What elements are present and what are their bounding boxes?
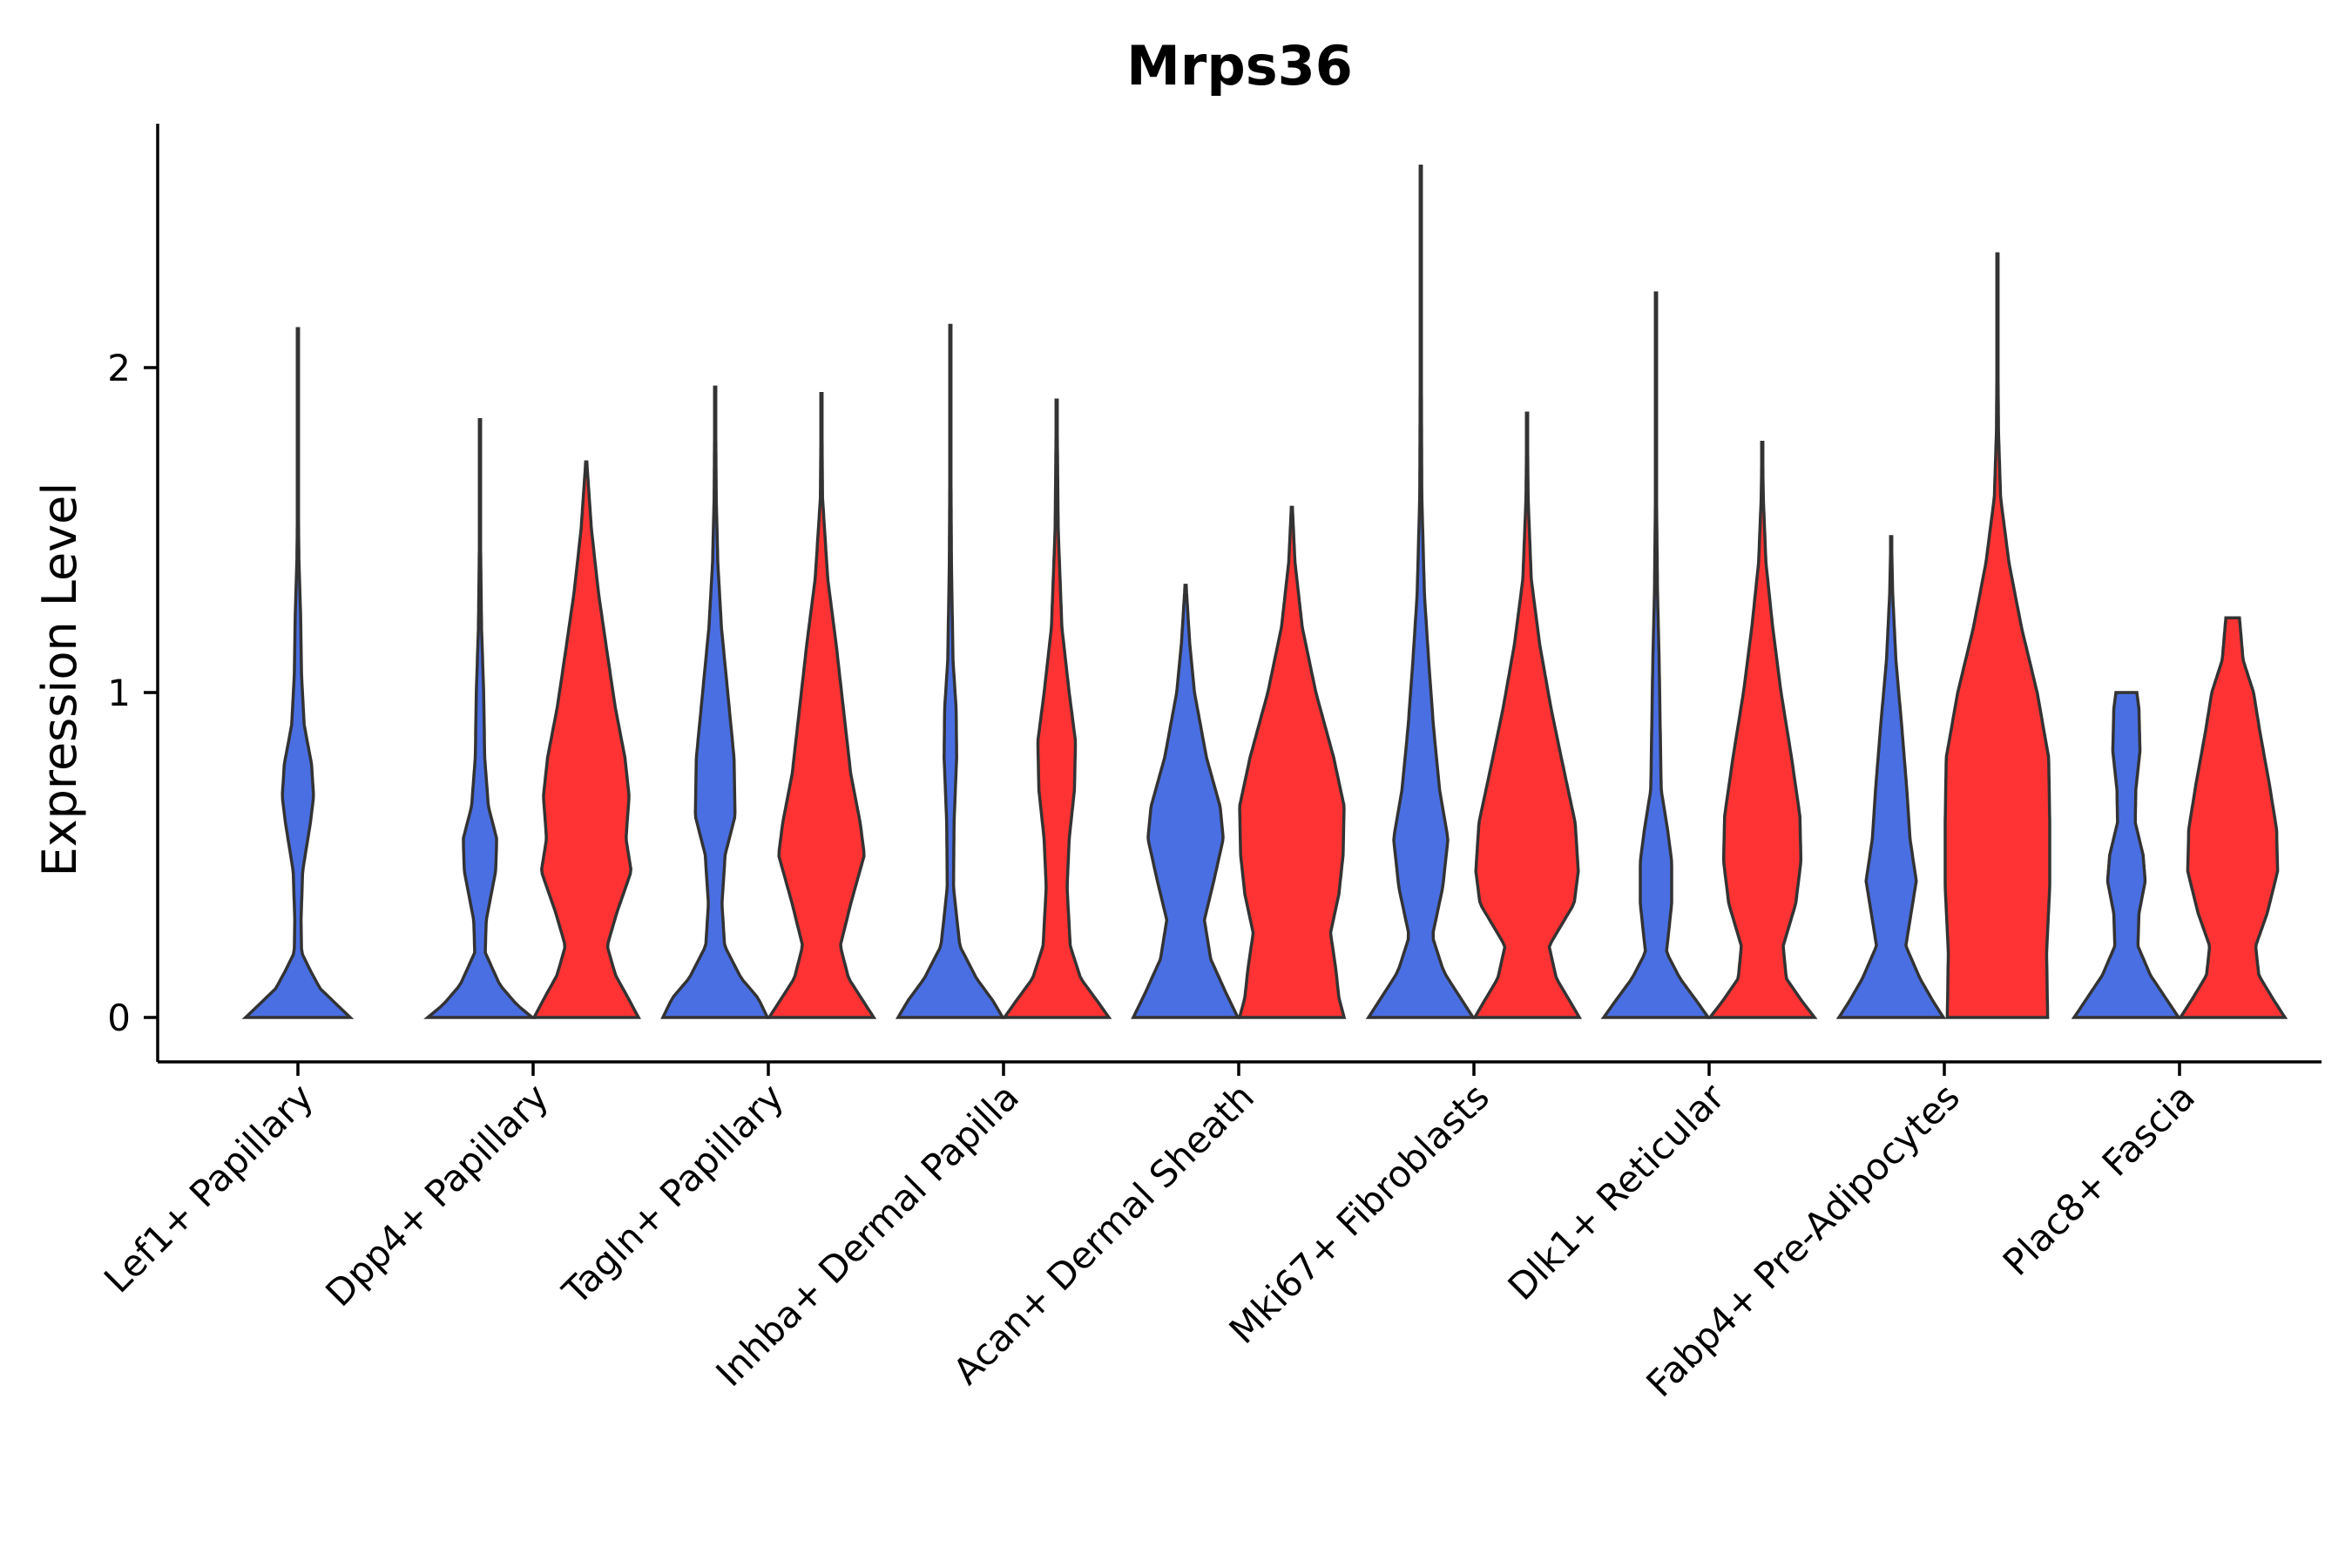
y-axis-label: Expression Level — [32, 483, 87, 877]
violin-group_a-7 — [1600, 291, 1712, 1019]
violin-group_b-8 — [1943, 252, 2051, 1019]
x-tick-label: Lef1+ Papillary — [96, 1075, 321, 1301]
violin-group_a-3 — [660, 385, 770, 1019]
violin-group_b-6 — [1471, 411, 1583, 1019]
violin-group_b-2 — [531, 460, 641, 1019]
y-ticks: 0 1 2 — [107, 347, 158, 1039]
y-tick-label: 2 — [107, 347, 131, 389]
x-tick-label: Plac8+ Fascia — [1995, 1075, 2203, 1283]
violin-group_a-8 — [1835, 535, 1947, 1019]
violin-group_a-6 — [1365, 164, 1477, 1019]
x-tick-label: Tagln+ Papillary — [554, 1075, 792, 1313]
violin-group — [241, 164, 2288, 1019]
chart-title: Mrps36 — [1126, 34, 1353, 98]
violin-group_b-9 — [2177, 616, 2288, 1019]
violin-group_b-3 — [766, 392, 877, 1019]
violin-group_b-4 — [1001, 398, 1112, 1019]
violin-group_b-5 — [1237, 505, 1347, 1019]
violin-group_a-9 — [2071, 691, 2182, 1019]
violin-group_a-5 — [1131, 584, 1240, 1019]
y-tick-label: 0 — [107, 997, 131, 1039]
x-tick-label: Dlk1+ Reticular — [1500, 1075, 1734, 1308]
violin-group_a-4 — [895, 323, 1006, 1019]
x-tick-label: Dpp4+ Papillary — [317, 1075, 557, 1315]
violin-group_b-7 — [1707, 441, 1818, 1019]
violin-group_a-1 — [241, 327, 355, 1019]
x-tick-label: Mki67+ Fibroblasts — [1221, 1075, 1497, 1351]
violin-group_a-2 — [423, 417, 537, 1019]
y-tick-label: 1 — [107, 672, 131, 714]
